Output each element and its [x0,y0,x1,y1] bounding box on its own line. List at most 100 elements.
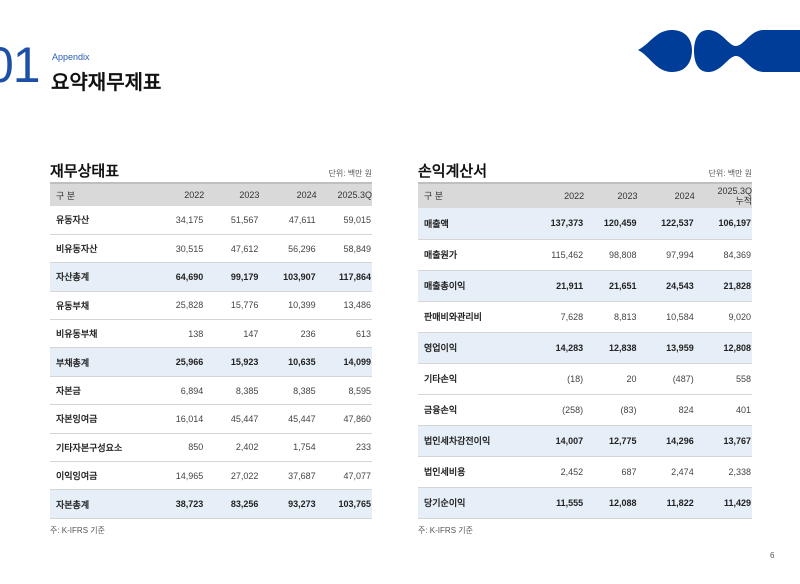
cell-value: 11,822 [637,487,695,519]
cell-value: 97,994 [637,239,695,271]
table-row: 자산총계 64,690 99,179 103,907 117,864 [50,262,372,292]
row-label: 부채총계 [50,347,154,377]
cell-value: 56,296 [259,234,317,264]
cell-value: 13,959 [637,332,695,364]
table-row: 판매비와관리비 7,628 8,813 10,584 9,020 [418,301,752,333]
table-row: 자본잉여금 16,014 45,447 45,447 47,860 [50,404,372,434]
cell-value: 120,459 [584,208,638,240]
column-header: 2023 [204,182,260,206]
row-label: 비유동자산 [50,234,154,264]
table-row: 영업이익 14,283 12,838 13,959 12,808 [418,332,752,364]
cell-value: 21,911 [526,270,585,302]
row-label: 비유동부채 [50,319,154,349]
row-label: 금융손익 [418,394,527,426]
cell-value: 10,584 [637,301,695,333]
cell-value: 2,402 [204,433,260,463]
column-header: 2024 [259,182,317,206]
column-header: 구 분 [50,182,154,206]
table-row: 자본총계 38,723 83,256 93,273 103,765 [50,489,372,519]
balance-sheet: 재무상태표 단위: 백만 원 구 분 2022 2023 2024 2025.3Q 유동자… [50,160,372,536]
row-label: 자산총계 [50,262,154,292]
row-label: 당기순이익 [418,487,527,519]
cell-value: 59,015 [316,206,372,235]
cell-value: 93,273 [259,489,317,519]
cell-value: 8,385 [204,376,260,406]
cell-value: 850 [153,433,205,463]
cell-value: 21,651 [584,270,638,302]
row-label: 자본금 [50,376,154,406]
page-number: 6 [770,551,775,560]
cell-value: 11,555 [526,487,585,519]
table-row: 유동자산 34,175 51,567 47,611 59,015 [50,206,372,235]
balance-sheet-unit: 단위: 백만 원 [328,169,372,178]
table-row: 자본금 6,894 8,385 8,385 8,595 [50,376,372,406]
cell-value: 138 [153,319,205,349]
row-label: 이익잉여금 [50,461,154,491]
cell-value: 37,687 [259,461,317,491]
column-header: 2025.3Q [316,182,372,206]
income-statement-unit: 단위: 백만 원 [708,169,752,178]
cell-value: 12,808 [694,332,752,364]
cell-value: 45,447 [204,404,260,434]
cell-value: 117,864 [316,262,372,292]
table-row: 비유동부채 138 147 236 613 [50,319,372,349]
cell-value: 233 [316,433,372,463]
cell-value: 2,338 [694,456,752,488]
table-row: 법인세차감전이익 14,007 12,775 14,296 13,767 [418,425,752,457]
row-label: 법인세비용 [418,456,527,488]
cell-value: 2,452 [526,456,585,488]
cell-value: 824 [637,394,695,426]
cell-value: 106,197 [694,208,752,240]
cell-value: 558 [694,363,752,395]
row-label: 기타손익 [418,363,527,395]
cell-value: 64,690 [153,262,205,292]
cell-value: 14,296 [637,425,695,457]
column-header: 2022 [526,182,585,208]
cell-value: 15,776 [204,291,260,321]
cell-value: 47,860 [316,404,372,434]
table-row: 비유동자산 30,515 47,612 56,296 58,849 [50,234,372,264]
cell-value: 10,399 [259,291,317,321]
cell-value: 613 [316,319,372,349]
table-row: 법인세비용 2,452 687 2,474 2,338 [418,456,752,488]
table-row: 기타자본구성요소 850 2,402 1,754 233 [50,433,372,463]
cell-value: 147 [204,319,260,349]
cell-value: 12,775 [584,425,638,457]
row-label: 매출총이익 [418,270,527,302]
cell-value: 115,462 [526,239,585,271]
table-row: 기타손익 (18) 20 (487) 558 [418,363,752,395]
cell-value: 122,537 [637,208,695,240]
cell-value: 103,765 [316,489,372,519]
balance-sheet-table: 구 분 2022 2023 2024 2025.3Q 유동자산 34,175 51,567 47… [50,182,372,519]
cell-value: 11,429 [694,487,752,519]
section-label: Appendix [52,52,90,62]
cell-value: 103,907 [259,262,317,292]
row-label: 자본잉여금 [50,404,154,434]
page-title: 요약재무제표 [51,72,162,94]
cell-value: 8,385 [259,376,317,406]
row-label: 영업이익 [418,332,527,364]
column-header: 2023 [584,182,638,208]
cell-value: 47,611 [259,206,317,235]
table-row: 당기순이익 11,555 12,088 11,822 11,429 [418,487,752,519]
table-row: 매출액 137,373 120,459 122,537 106,197 [418,208,752,240]
cell-value: 25,966 [153,347,205,377]
row-label: 판매비와관리비 [418,301,527,333]
cell-value: 20 [584,363,638,395]
cell-value: (258) [526,394,585,426]
cell-value: 7,628 [526,301,585,333]
cell-value: 137,373 [526,208,585,240]
cell-value: 14,965 [153,461,205,491]
cell-value: 12,838 [584,332,638,364]
cell-value: (18) [526,363,585,395]
cell-value: 34,175 [153,206,205,235]
row-label: 유동부채 [50,291,154,321]
cell-value: 687 [584,456,638,488]
table-row: 금융손익 (258) (83) 824 401 [418,394,752,426]
row-label: 매출원가 [418,239,527,271]
cell-value: 8,595 [316,376,372,406]
column-header: 2022 [153,182,205,206]
balance-sheet-note: 주: K-IFRS 기준 [50,525,105,535]
cell-value: 8,813 [584,301,638,333]
cell-value: 84,369 [694,239,752,271]
